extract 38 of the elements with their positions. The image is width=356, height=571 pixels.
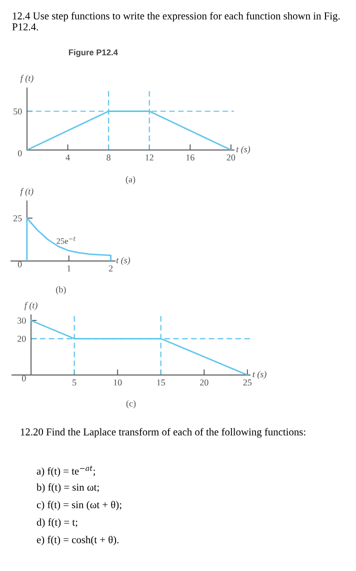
x-tick-label: 20 (226, 154, 236, 161)
y-tick-label: 50 (14, 108, 22, 114)
text: e) f(t) = cosh(t + θ). (36, 536, 118, 546)
x-tick-label: 4 (66, 154, 70, 160)
annotation: 25e$^{−t}$ (56, 236, 76, 244)
x-axis-title: t (s) (252, 370, 266, 380)
chart-subtitle: Figure P12.4 (68, 49, 118, 57)
y-tick-label: 0 (18, 261, 22, 268)
x-axis-title: t (s) (236, 146, 250, 154)
x-tick-label: 2 (108, 265, 113, 272)
x-tick-label: 20 (200, 379, 208, 386)
text: d) f(t) = t; (36, 518, 78, 528)
x-tick-label: 10 (114, 379, 122, 386)
y-tick-label: 25 (13, 215, 22, 222)
x-tick-label: 16 (186, 154, 194, 161)
text: c) f(t) = sin (ωt + θ); (36, 500, 122, 510)
x-tick-label: 5 (72, 380, 76, 386)
x-tick-label: 1 (67, 265, 71, 272)
y-axis-title: f (t) (20, 188, 34, 196)
x-axis-title: t (s) (116, 256, 130, 266)
text: (c) (126, 400, 136, 408)
y-tick-label: 0 (18, 150, 22, 156)
text: b) f(t) = sin ωt; (36, 483, 99, 493)
x-tick-label: 8 (106, 154, 110, 161)
text: (b) (56, 286, 66, 294)
y-tick-label: 20 (18, 336, 26, 342)
chart-title: 12.4 Use step functions to write the expression for each function shown in Fig. P12.4. (12, 12, 340, 30)
x-tick-label: 12 (146, 154, 154, 160)
y-axis-title: f (t) (24, 302, 38, 310)
x-tick-label: 25 (243, 379, 252, 386)
y-tick-label: 30 (18, 318, 26, 324)
text: a) f(t) = te$^{−at}$; (36, 466, 95, 477)
text: 12.20 Find the Laplace transform of each of the following functions: (20, 428, 306, 438)
y-tick-label: 0 (22, 375, 26, 382)
line-series (26, 217, 112, 261)
y-axis-title: f (t) (20, 74, 34, 84)
x-tick-label: 15 (157, 379, 166, 386)
text: (a) (126, 176, 136, 184)
